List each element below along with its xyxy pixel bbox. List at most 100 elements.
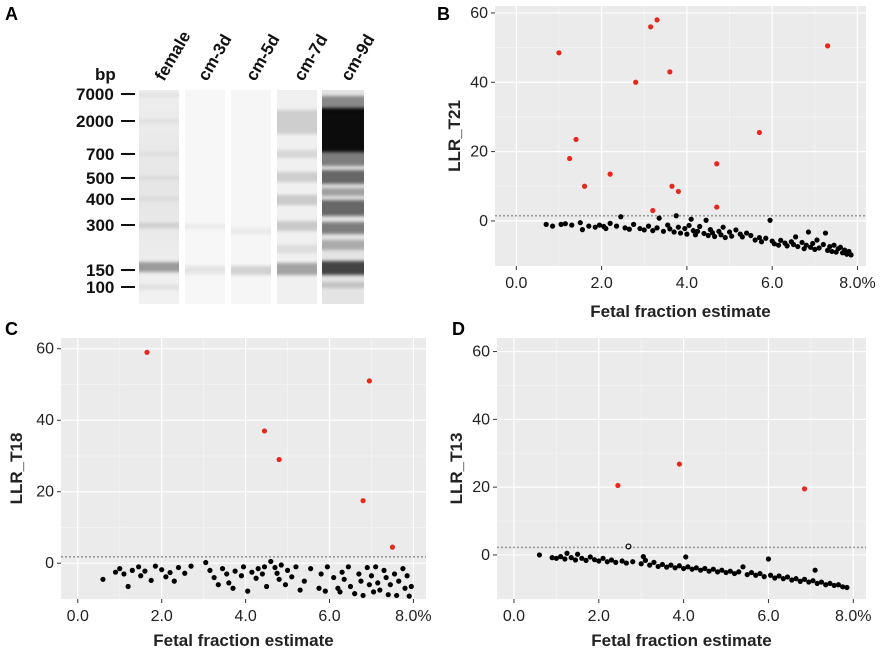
- data-point-euploid: [406, 593, 412, 599]
- data-point-euploid: [345, 564, 351, 570]
- data-point-euploid: [600, 555, 606, 561]
- data-point-euploid: [240, 564, 247, 570]
- data-point-euploid: [230, 585, 236, 591]
- data-point-euploid: [341, 576, 347, 582]
- data-point-euploid: [375, 580, 381, 586]
- data-point-euploid: [207, 567, 213, 573]
- data-point-euploid: [381, 567, 387, 573]
- data-point-euploid: [142, 568, 148, 574]
- data-point-aneuploid: [573, 136, 579, 143]
- data-point-euploid: [731, 570, 738, 577]
- data-point-euploid: [579, 227, 586, 233]
- data-point-euploid: [404, 573, 410, 579]
- gel-lane-female: [139, 90, 179, 304]
- data-point-euploid: [626, 226, 632, 232]
- ladder-label-2000: 2000: [76, 112, 114, 131]
- scatter-plot-t21: 0.0 2.0 4.0 6.0 8.0% 0 20 40 60 Fetal fraction es…: [445, 5, 876, 321]
- data-point-euploid: [219, 566, 226, 572]
- data-point-euploid: [284, 567, 291, 573]
- x-tick-label: 6.0: [761, 275, 783, 292]
- data-point-euploid: [232, 568, 238, 574]
- data-point-euploid: [780, 576, 786, 582]
- data-point-euploid: [805, 229, 812, 235]
- x-tick-label: 2.0: [151, 608, 173, 625]
- data-point-euploid: [712, 233, 718, 240]
- data-point-euploid: [623, 560, 629, 566]
- y-axis-title: LLR_T21: [445, 100, 464, 172]
- data-point-euploid: [562, 221, 568, 227]
- data-point-euploid: [668, 562, 674, 568]
- x-tick-label: 2.0: [588, 608, 610, 625]
- data-point-euploid: [322, 588, 328, 594]
- data-point-euploid: [790, 241, 797, 248]
- data-point-euploid: [370, 589, 377, 595]
- data-point-euploid: [408, 583, 414, 590]
- data-point-aneuploid: [714, 204, 720, 210]
- data-point-euploid: [253, 575, 259, 581]
- x-tick-label: 8.0%: [395, 608, 431, 625]
- data-point-euploid: [224, 571, 230, 577]
- data-point-euploid: [163, 574, 169, 580]
- data-point-euploid: [574, 551, 581, 557]
- data-point-euploid: [182, 570, 188, 576]
- data-point-euploid: [100, 576, 106, 582]
- data-point-euploid: [756, 234, 762, 241]
- gel-bp-title: bp: [95, 65, 116, 84]
- data-point-euploid: [722, 234, 728, 241]
- data-point-euploid: [778, 237, 784, 243]
- data-point-euploid: [784, 574, 791, 580]
- data-point-aneuploid: [276, 456, 282, 463]
- series-aneuploid: [615, 461, 808, 492]
- data-point-euploid: [391, 571, 398, 577]
- data-point-aneuploid: [556, 50, 562, 56]
- data-point-euploid: [171, 578, 177, 584]
- data-point-euploid: [795, 243, 801, 250]
- series-euploid: [536, 550, 850, 591]
- data-point-euploid: [714, 569, 721, 575]
- data-point-euploid: [274, 570, 280, 576]
- data-point-euploid: [727, 568, 733, 574]
- data-point-euploid: [827, 580, 833, 587]
- data-point-euploid: [799, 239, 805, 246]
- data-point-euploid: [592, 224, 598, 230]
- data-point-euploid: [324, 564, 331, 570]
- data-point-aneuploid: [756, 129, 762, 136]
- data-point-euploid: [604, 559, 610, 565]
- data-point-euploid: [148, 577, 154, 584]
- series-euploid: [100, 558, 414, 599]
- data-point-euploid: [827, 243, 833, 250]
- data-point-euploid: [729, 233, 735, 239]
- data-point-euploid: [360, 592, 366, 599]
- data-point-euploid: [272, 564, 278, 571]
- data-point-euploid: [289, 574, 295, 580]
- data-point-euploid: [825, 247, 831, 253]
- data-point-euploid: [402, 585, 408, 591]
- data-point-euploid: [400, 566, 406, 572]
- data-point-euploid: [318, 571, 324, 577]
- data-point-euploid: [793, 576, 799, 582]
- data-point-euploid: [586, 223, 592, 229]
- data-point-aneuploid: [607, 171, 613, 177]
- plot-background: [61, 338, 426, 599]
- data-point-euploid: [814, 237, 820, 243]
- data-point-aneuploid: [714, 161, 720, 167]
- x-tick-label: 4.0: [672, 608, 694, 625]
- data-point-euploid: [689, 566, 695, 572]
- data-point-euploid: [558, 221, 564, 227]
- x-tick-label: 6.0: [757, 608, 779, 625]
- data-point-euploid: [647, 562, 653, 568]
- x-tick-label: 0.0: [505, 275, 527, 292]
- data-point-euploid: [844, 584, 850, 591]
- x-axis-title: Fetal fraction estimate: [591, 631, 771, 650]
- data-point-aneuploid: [667, 69, 673, 75]
- x-axis-title: Fetal fraction estimate: [153, 631, 333, 650]
- data-point-euploid: [810, 240, 816, 247]
- data-point-euploid: [249, 569, 255, 575]
- data-point-euploid: [690, 228, 696, 234]
- data-point-euploid: [536, 552, 543, 558]
- data-point-euploid: [159, 567, 165, 573]
- data-point-euploid: [642, 557, 649, 563]
- data-point-euploid: [814, 580, 820, 587]
- data-point-euploid: [793, 234, 799, 240]
